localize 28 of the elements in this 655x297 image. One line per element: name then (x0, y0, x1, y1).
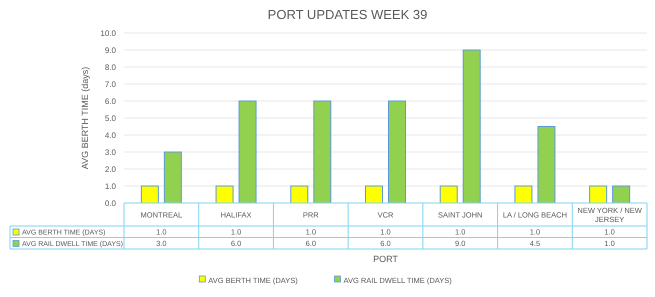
bar (365, 186, 383, 204)
y-tick-label: 1.0 (104, 182, 117, 191)
bar (290, 186, 308, 204)
y-tick-label: 4.0 (104, 131, 117, 140)
bar (238, 100, 257, 204)
y-axis-title: AVG BERTH TIME (days) (80, 66, 90, 170)
bar (313, 100, 332, 204)
y-tick-label: 6.0 (104, 97, 117, 106)
bar (164, 152, 182, 204)
bar (216, 186, 234, 204)
y-tick-label: 5.0 (104, 114, 117, 123)
y-tick-label: 0.0 (104, 199, 117, 208)
bar (514, 186, 532, 204)
chart-title: PORT UPDATES WEEK 39 (268, 7, 428, 22)
bar (612, 186, 630, 204)
y-tick-label: 10.0 (100, 29, 117, 38)
x-axis-title: PORT (373, 254, 398, 264)
y-tick-label: 8.0 (104, 63, 117, 72)
bar (388, 100, 406, 204)
y-tick-label: 2.0 (104, 165, 117, 174)
bar (589, 186, 608, 204)
bar (140, 186, 159, 204)
bar (537, 126, 556, 204)
y-tick-label: 3.0 (104, 148, 117, 157)
y-tick-label: 9.0 (104, 46, 117, 55)
bar (462, 50, 481, 204)
y-tick-label: 7.0 (104, 80, 117, 89)
bar (440, 186, 458, 204)
